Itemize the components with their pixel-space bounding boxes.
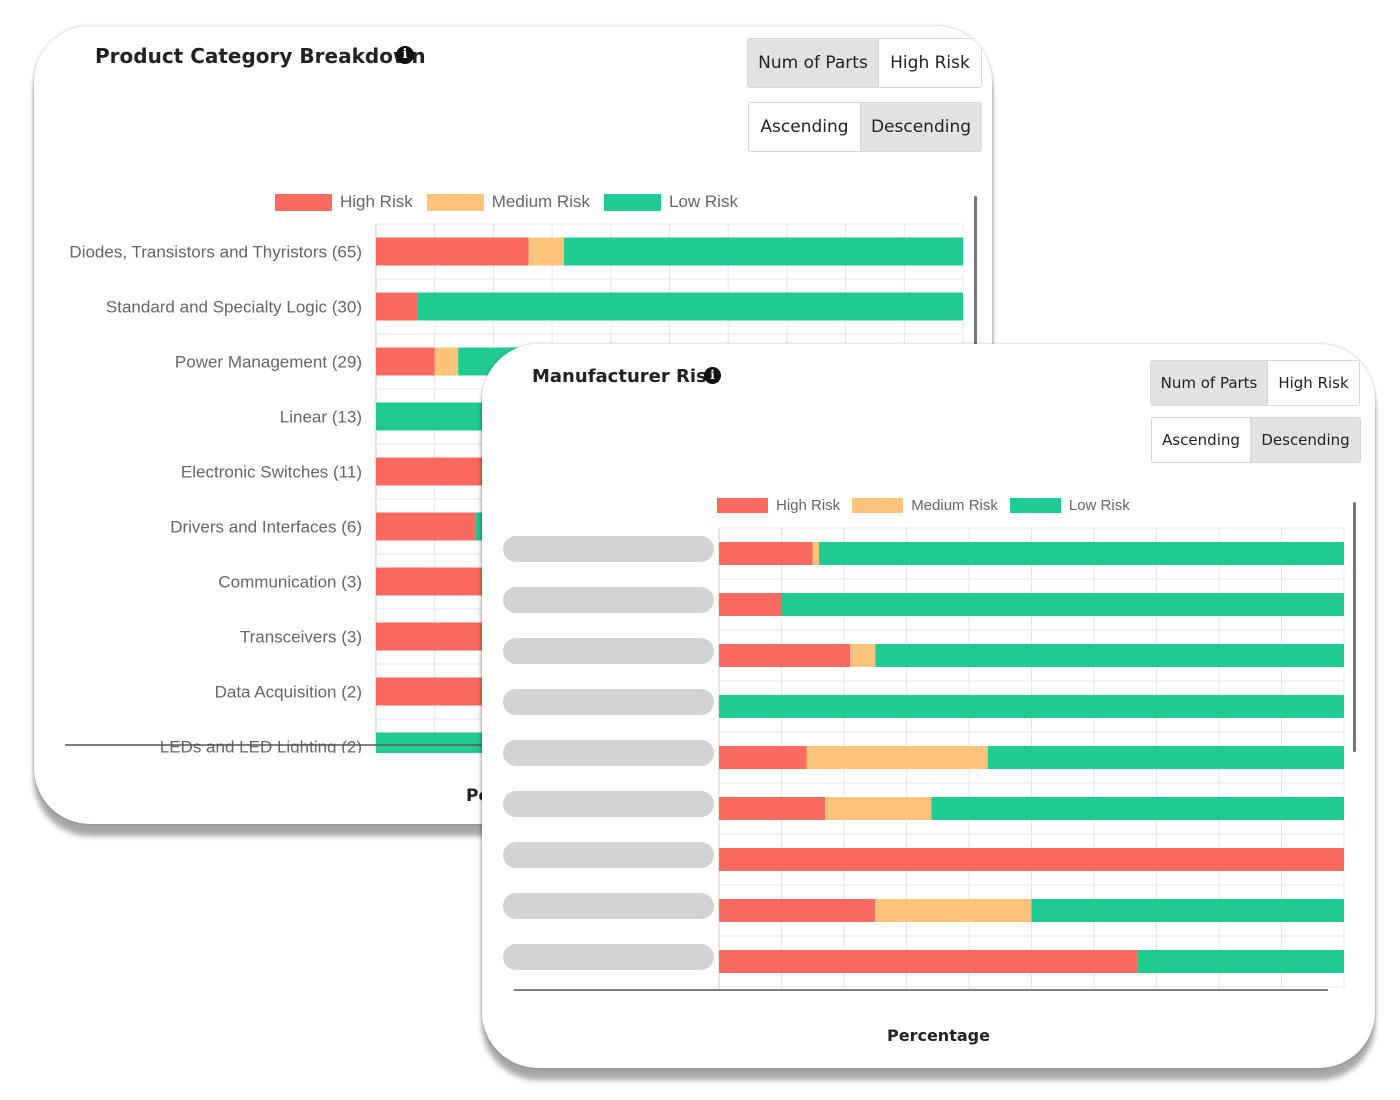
bar-segment-high-risk xyxy=(719,746,807,769)
manufacturer-name-placeholder xyxy=(503,536,714,562)
metric-toggle: Num of Parts High Risk xyxy=(1150,360,1360,406)
legend-label: Medium Risk xyxy=(491,192,590,211)
manufacturer-name-placeholder xyxy=(503,689,714,715)
category-label: Standard and Specialty Logic (30) xyxy=(106,298,362,317)
ascending-button[interactable]: Ascending xyxy=(1152,418,1250,462)
panel-title: Product Category Breakdown xyxy=(95,44,426,68)
bar-segment-high-risk xyxy=(719,899,876,922)
chart-legend: High Risk Medium Risk Low Risk xyxy=(717,497,1144,514)
legend-swatch-medium xyxy=(426,193,484,211)
category-label: Electronic Switches (11) xyxy=(181,463,362,482)
bar-segment-high-risk xyxy=(719,542,813,565)
category-label: Data Acquisition (2) xyxy=(215,683,362,702)
bar-segment-low-risk xyxy=(781,593,1344,616)
bar-segment-high-risk xyxy=(719,848,1344,871)
category-label: Diodes, Transistors and Thyristors (65) xyxy=(69,243,362,262)
descending-button[interactable]: Descending xyxy=(860,103,981,151)
bar-segment-medium-risk xyxy=(812,542,819,565)
bar-segment-high-risk xyxy=(376,237,529,266)
sort-toggle: Ascending Descending xyxy=(1151,417,1361,463)
manufacturer-name-placeholder xyxy=(503,944,714,970)
high-risk-button[interactable]: High Risk xyxy=(1267,361,1359,405)
ascending-button[interactable]: Ascending xyxy=(749,103,860,151)
bar-segment-low-risk xyxy=(417,292,964,321)
legend-label: High Risk xyxy=(340,192,413,211)
legend-label: Low Risk xyxy=(669,192,738,211)
bar-segment-low-risk xyxy=(987,746,1344,769)
manufacturer-name-placeholder xyxy=(503,842,714,868)
category-label: Linear (13) xyxy=(280,408,362,427)
bar-segment-high-risk xyxy=(376,512,476,541)
category-label: Communication (3) xyxy=(218,573,362,592)
legend-swatch-low xyxy=(604,193,661,211)
manufacturer-name-placeholder xyxy=(503,740,714,766)
info-icon[interactable]: i xyxy=(704,367,721,384)
bar-segment-medium-risk xyxy=(875,899,1032,922)
bar-segment-high-risk xyxy=(719,644,851,667)
bar-segment-high-risk xyxy=(376,292,418,321)
legend-item-medium-risk[interactable]: Medium Risk xyxy=(852,497,998,514)
category-label: Transceivers (3) xyxy=(240,628,362,647)
num-of-parts-button[interactable]: Num of Parts xyxy=(748,39,878,87)
bar-segment-low-risk xyxy=(719,695,1344,718)
chart-scrollbar[interactable] xyxy=(1353,502,1356,752)
bar-segment-low-risk xyxy=(563,237,963,266)
manufacturer-name-placeholder xyxy=(503,638,714,664)
legend-swatch-low xyxy=(1009,498,1061,513)
bar-segment-medium-risk xyxy=(528,237,564,266)
bar-segment-low-risk xyxy=(1137,950,1344,973)
category-label: Drivers and Interfaces (6) xyxy=(170,518,362,537)
bar-segment-medium-risk xyxy=(850,644,876,667)
num-of-parts-button[interactable]: Num of Parts xyxy=(1151,361,1267,405)
legend-swatch-high xyxy=(717,498,768,513)
bar-segment-low-risk xyxy=(1031,899,1344,922)
x-axis-label: Percentage xyxy=(887,1026,990,1045)
chart-scrollbar[interactable] xyxy=(974,196,977,396)
bar-segment-high-risk xyxy=(719,593,782,616)
legend-item-low-risk[interactable]: Low Risk xyxy=(604,192,738,212)
manufacturer-risk-panel: Manufacturer Risk i Num of Parts High Ri… xyxy=(482,344,1375,1068)
category-label: LEDs and LED Lighting (2) xyxy=(160,738,362,757)
legend-swatch-medium xyxy=(852,498,904,513)
bar-segment-medium-risk xyxy=(825,797,932,820)
legend-item-high-risk[interactable]: High Risk xyxy=(717,497,840,514)
legend-label: Low Risk xyxy=(1068,497,1130,514)
bar-segment-low-risk xyxy=(875,644,1344,667)
manufacturer-name-placeholder xyxy=(503,893,714,919)
bar-segment-low-risk xyxy=(819,542,1344,565)
legend-item-medium-risk[interactable]: Medium Risk xyxy=(426,192,590,212)
manufacturer-risk-chart xyxy=(514,527,1345,991)
bar-segment-high-risk xyxy=(719,950,1138,973)
manufacturer-name-placeholder xyxy=(503,791,714,817)
bar-segment-medium-risk xyxy=(806,746,988,769)
category-label: Power Management (29) xyxy=(175,353,362,372)
descending-button[interactable]: Descending xyxy=(1250,418,1360,462)
legend-label: Medium Risk xyxy=(911,497,998,514)
bar-segment-medium-risk xyxy=(434,347,459,376)
high-risk-button[interactable]: High Risk xyxy=(878,39,981,87)
legend-item-high-risk[interactable]: High Risk xyxy=(275,192,413,212)
sort-toggle: Ascending Descending xyxy=(748,102,982,152)
bar-segment-high-risk xyxy=(719,797,826,820)
manufacturer-name-placeholder xyxy=(503,587,714,613)
legend-label: High Risk xyxy=(776,497,841,514)
legend-item-low-risk[interactable]: Low Risk xyxy=(1009,497,1130,514)
legend-swatch-high xyxy=(275,193,332,211)
chart-legend: High Risk Medium Risk Low Risk xyxy=(275,192,752,212)
metric-toggle: Num of Parts High Risk xyxy=(747,38,982,88)
bar-segment-low-risk xyxy=(931,797,1344,820)
info-icon[interactable]: i xyxy=(396,46,414,64)
bar-segment-high-risk xyxy=(376,347,435,376)
panel-title: Manufacturer Risk xyxy=(532,366,719,387)
